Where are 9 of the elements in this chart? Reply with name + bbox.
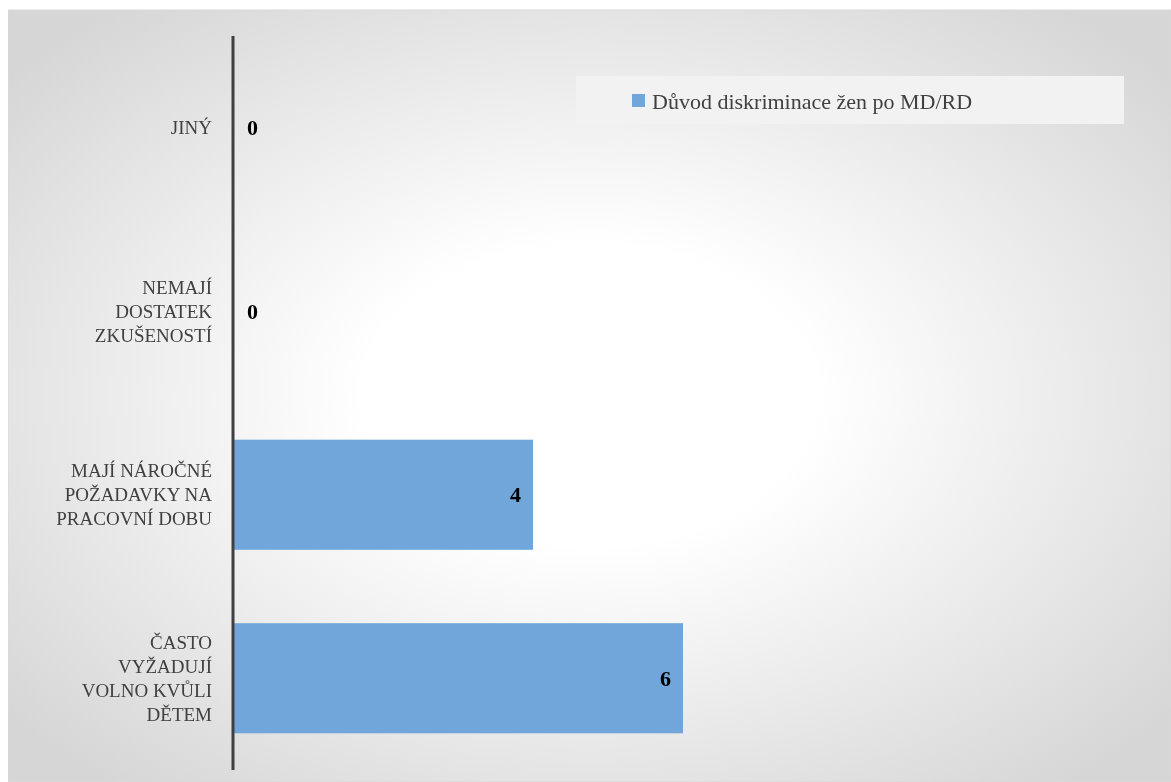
data-label: 4 <box>510 482 521 508</box>
y-tick-label: NEMAJÍ DOSTATEK ZKUŠENOSTÍ <box>94 276 213 346</box>
data-label: 6 <box>660 665 671 691</box>
legend-label: Důvod diskriminace žen po MD/RD <box>652 88 973 114</box>
data-label: 0 <box>247 115 258 141</box>
y-tick-label: MAJÍ NÁROČNÉ POŽADAVKY NA PRACOVNÍ DOBU <box>56 460 213 530</box>
y-tick-label: ČASTO VYŽADUJÍ VOLNO KVŮLI DĚTEM <box>81 631 213 725</box>
y-tick-label: JINÝ <box>170 117 213 139</box>
data-label: 0 <box>247 298 258 324</box>
